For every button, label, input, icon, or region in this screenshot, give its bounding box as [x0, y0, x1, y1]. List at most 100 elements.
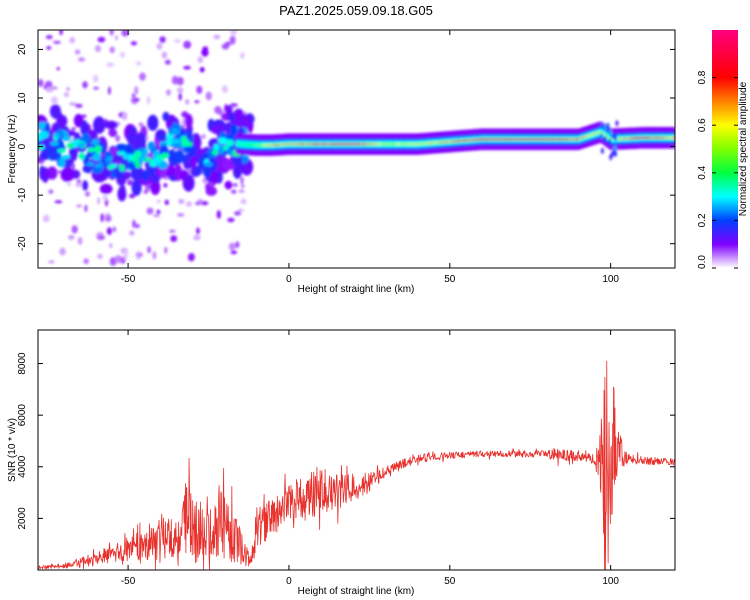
- heatmap-halo: [82, 180, 89, 191]
- snr-x-tick-label: 50: [444, 576, 456, 587]
- heatmap-speckle: [185, 201, 193, 207]
- heatmap-perturbation: [600, 122, 604, 129]
- heatmap-speckle: [129, 230, 135, 236]
- heatmap-speckle: [132, 97, 140, 102]
- heatmap-halo: [232, 164, 242, 179]
- heatmap-speckle: [138, 122, 144, 127]
- heatmap-speckle: [100, 213, 104, 223]
- heatmap-speckle: [45, 86, 54, 93]
- heatmap-speckle: [139, 72, 146, 81]
- heatmap-core: [87, 147, 96, 153]
- heatmap-speckle: [221, 43, 230, 50]
- heatmap-core: [119, 164, 125, 172]
- heatmap-core: [222, 145, 229, 151]
- snr-y-label: SNR (10 * v/v): [7, 418, 18, 482]
- heatmap-cluster: [103, 169, 113, 176]
- heatmap-core: [212, 149, 218, 156]
- spectrogram-y-tick-label: -20: [17, 236, 28, 251]
- heatmap-halo: [46, 166, 58, 180]
- heatmap-perturbation: [600, 147, 604, 154]
- heatmap-speckle: [147, 246, 152, 254]
- heatmap-halo: [108, 128, 118, 137]
- heatmap-speckle: [63, 92, 70, 98]
- heatmap-speckle: [164, 199, 169, 205]
- heatmap-speckle: [164, 59, 171, 65]
- heatmap-core: [135, 160, 141, 169]
- heatmap-core: [106, 155, 113, 162]
- heatmap-core: [123, 153, 131, 160]
- heatmap-speckle: [234, 211, 242, 216]
- heatmap-speckle: [106, 227, 112, 235]
- snr-background: [38, 330, 675, 570]
- heatmap-speckle: [224, 180, 233, 190]
- snr-x-tick-label: 0: [286, 576, 292, 587]
- heatmap-speckle: [163, 183, 168, 188]
- heatmap-core: [38, 144, 45, 150]
- heatmap-perturbation: [609, 154, 613, 161]
- heatmap-speckle: [230, 30, 237, 36]
- heatmap-cluster: [125, 145, 134, 154]
- heatmap-speckle: [97, 235, 106, 240]
- heatmap-speckle: [159, 36, 166, 43]
- heatmap-speckle: [134, 223, 140, 229]
- heatmap-core: [62, 136, 72, 142]
- heatmap-speckle: [221, 85, 228, 94]
- heatmap-halo: [162, 111, 170, 122]
- heatmap-speckle: [48, 260, 55, 264]
- heatmap-speckle: [109, 46, 115, 54]
- heatmap-speckle: [93, 86, 100, 90]
- heatmap-cluster: [230, 124, 237, 136]
- heatmap-core: [166, 133, 174, 141]
- heatmap-halo: [93, 116, 106, 134]
- heatmap-speckle: [50, 96, 58, 104]
- heatmap-speckle: [114, 35, 119, 41]
- heatmap-core: [39, 130, 49, 139]
- heatmap-speckle: [105, 216, 112, 222]
- heatmap-core: [86, 162, 95, 167]
- spectrogram-y-tick-label: 10: [17, 92, 28, 104]
- heatmap-core: [50, 141, 60, 146]
- figure-title: PAZ1.2025.059.09.18.G05: [279, 3, 433, 18]
- heatmap-core: [92, 153, 101, 162]
- heatmap-core: [142, 148, 149, 156]
- snr-y-tick-label: 2000: [17, 507, 28, 530]
- heatmap-core: [153, 157, 161, 165]
- heatmap-speckle: [238, 189, 245, 193]
- heatmap-cluster: [41, 138, 50, 148]
- heatmap-speckle: [56, 67, 60, 71]
- snr-y-tick-label: 4000: [17, 455, 28, 478]
- snr-series-line: [38, 360, 675, 570]
- colorbar-label: Normalized spectral amplitude: [738, 81, 749, 216]
- heatmap-halo: [99, 183, 113, 194]
- spectrogram-y-tick-label: 20: [17, 43, 28, 55]
- spectrogram-x-tick-label: 0: [286, 274, 292, 285]
- heatmap-halo: [210, 172, 219, 185]
- heatmap-halo: [80, 120, 89, 137]
- heatmap-speckle: [240, 176, 244, 185]
- heatmap-speckle: [241, 184, 245, 189]
- heatmap-perturbation: [603, 125, 607, 132]
- heatmap-core: [161, 152, 170, 158]
- heatmap-core: [181, 139, 190, 147]
- heatmap-speckle: [197, 56, 204, 64]
- heatmap-speckle: [120, 51, 125, 58]
- heatmap-halo: [150, 179, 161, 195]
- snr-x-label: Height of straight line (km): [298, 586, 415, 597]
- heatmap-speckle: [176, 87, 184, 93]
- heatmap-cluster: [186, 162, 194, 169]
- heatmap-cluster: [170, 127, 179, 136]
- colorbar-tick-label: 0.6: [697, 118, 708, 132]
- heatmap-speckle: [146, 96, 151, 105]
- heatmap-core: [170, 138, 180, 144]
- heatmap-speckle: [83, 258, 89, 265]
- heatmap-perturbation: [606, 122, 610, 129]
- heatmap-speckle: [193, 234, 201, 241]
- heatmap-speckle: [132, 93, 135, 98]
- snr-panel: -50 0 50 100 2000 4000 6000 8000 Height of str…: [7, 329, 676, 597]
- heatmap-speckle: [178, 199, 185, 204]
- heatmap-speckle: [71, 225, 78, 234]
- heatmap-speckle: [129, 193, 136, 199]
- heatmap-speckle: [112, 226, 117, 233]
- heatmap-cluster: [116, 143, 125, 150]
